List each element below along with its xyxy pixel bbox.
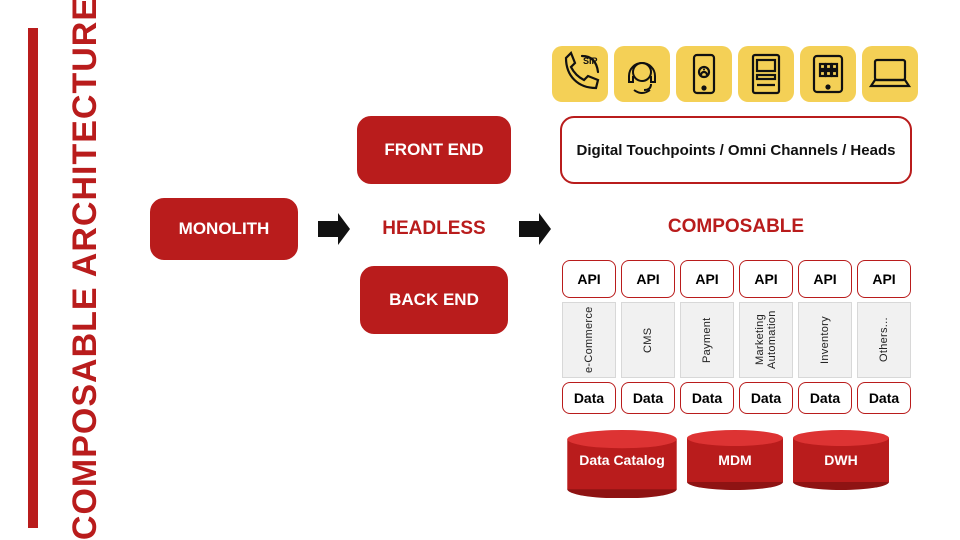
headless-label: HEADLESS: [357, 218, 511, 240]
service-column: API e-Commerce Data: [562, 260, 616, 414]
service-column: API Marketing Automation Data: [739, 260, 793, 414]
tablet-icon: [800, 46, 856, 102]
db-cylinder-row: Data Catalog MDM DWH: [565, 430, 891, 490]
channel-icon-row: SIP: [552, 46, 918, 102]
data-cell: Data: [680, 382, 734, 414]
service-column: API Payment Data: [680, 260, 734, 414]
headset-icon: [614, 46, 670, 102]
mobile-icon: [676, 46, 732, 102]
db-cylinder-label: DWH: [824, 452, 857, 468]
api-cell: API: [798, 260, 852, 298]
touchpoints-box: Digital Touchpoints / Omni Channels / He…: [560, 116, 912, 184]
service-column: API Others... Data: [857, 260, 911, 414]
service-label: Inventory: [798, 302, 852, 378]
atm-icon: [738, 46, 794, 102]
sip-phone-icon: SIP: [552, 46, 608, 102]
service-label: Marketing Automation: [739, 302, 793, 378]
monolith-pill: MONOLITH: [150, 198, 298, 260]
service-label: e-Commerce: [562, 302, 616, 378]
laptop-icon: [862, 46, 918, 102]
service-label: Payment: [680, 302, 734, 378]
api-cell: API: [621, 260, 675, 298]
api-cell: API: [739, 260, 793, 298]
api-column-row: APIe-CommerceDataAPICMSDataAPIPaymentDat…: [562, 260, 911, 414]
api-cell: API: [680, 260, 734, 298]
data-cell: Data: [798, 382, 852, 414]
db-cylinder: MDM: [685, 430, 785, 490]
touchpoints-label: Digital Touchpoints / Omni Channels / He…: [577, 142, 896, 159]
service-column: API CMS Data: [621, 260, 675, 414]
page-title: COMPOSABLE ARCHITECTURE: [66, 0, 105, 540]
api-cell: API: [857, 260, 911, 298]
monolith-label: MONOLITH: [179, 219, 270, 239]
frontend-pill: FRONT END: [357, 116, 511, 184]
svg-text:SIP: SIP: [583, 56, 598, 66]
title-card: COMPOSABLE ARCHITECTURE: [38, 6, 132, 531]
service-label: Others...: [857, 302, 911, 378]
service-column: API Inventory Data: [798, 260, 852, 414]
db-cylinder: Data Catalog: [565, 430, 679, 490]
backend-label: BACK END: [389, 290, 479, 310]
data-cell: Data: [621, 382, 675, 414]
composable-label: COMPOSABLE: [560, 216, 912, 238]
backend-pill: BACK END: [360, 266, 508, 334]
arrow-headless-to-composable: [517, 211, 553, 247]
api-cell: API: [562, 260, 616, 298]
db-cylinder-label: Data Catalog: [579, 452, 665, 468]
arrow-monolith-to-headless: [316, 211, 352, 247]
frontend-label: FRONT END: [384, 140, 483, 160]
db-cylinder-label: MDM: [718, 452, 751, 468]
data-cell: Data: [562, 382, 616, 414]
data-cell: Data: [857, 382, 911, 414]
db-cylinder: DWH: [791, 430, 891, 490]
data-cell: Data: [739, 382, 793, 414]
service-label: CMS: [621, 302, 675, 378]
